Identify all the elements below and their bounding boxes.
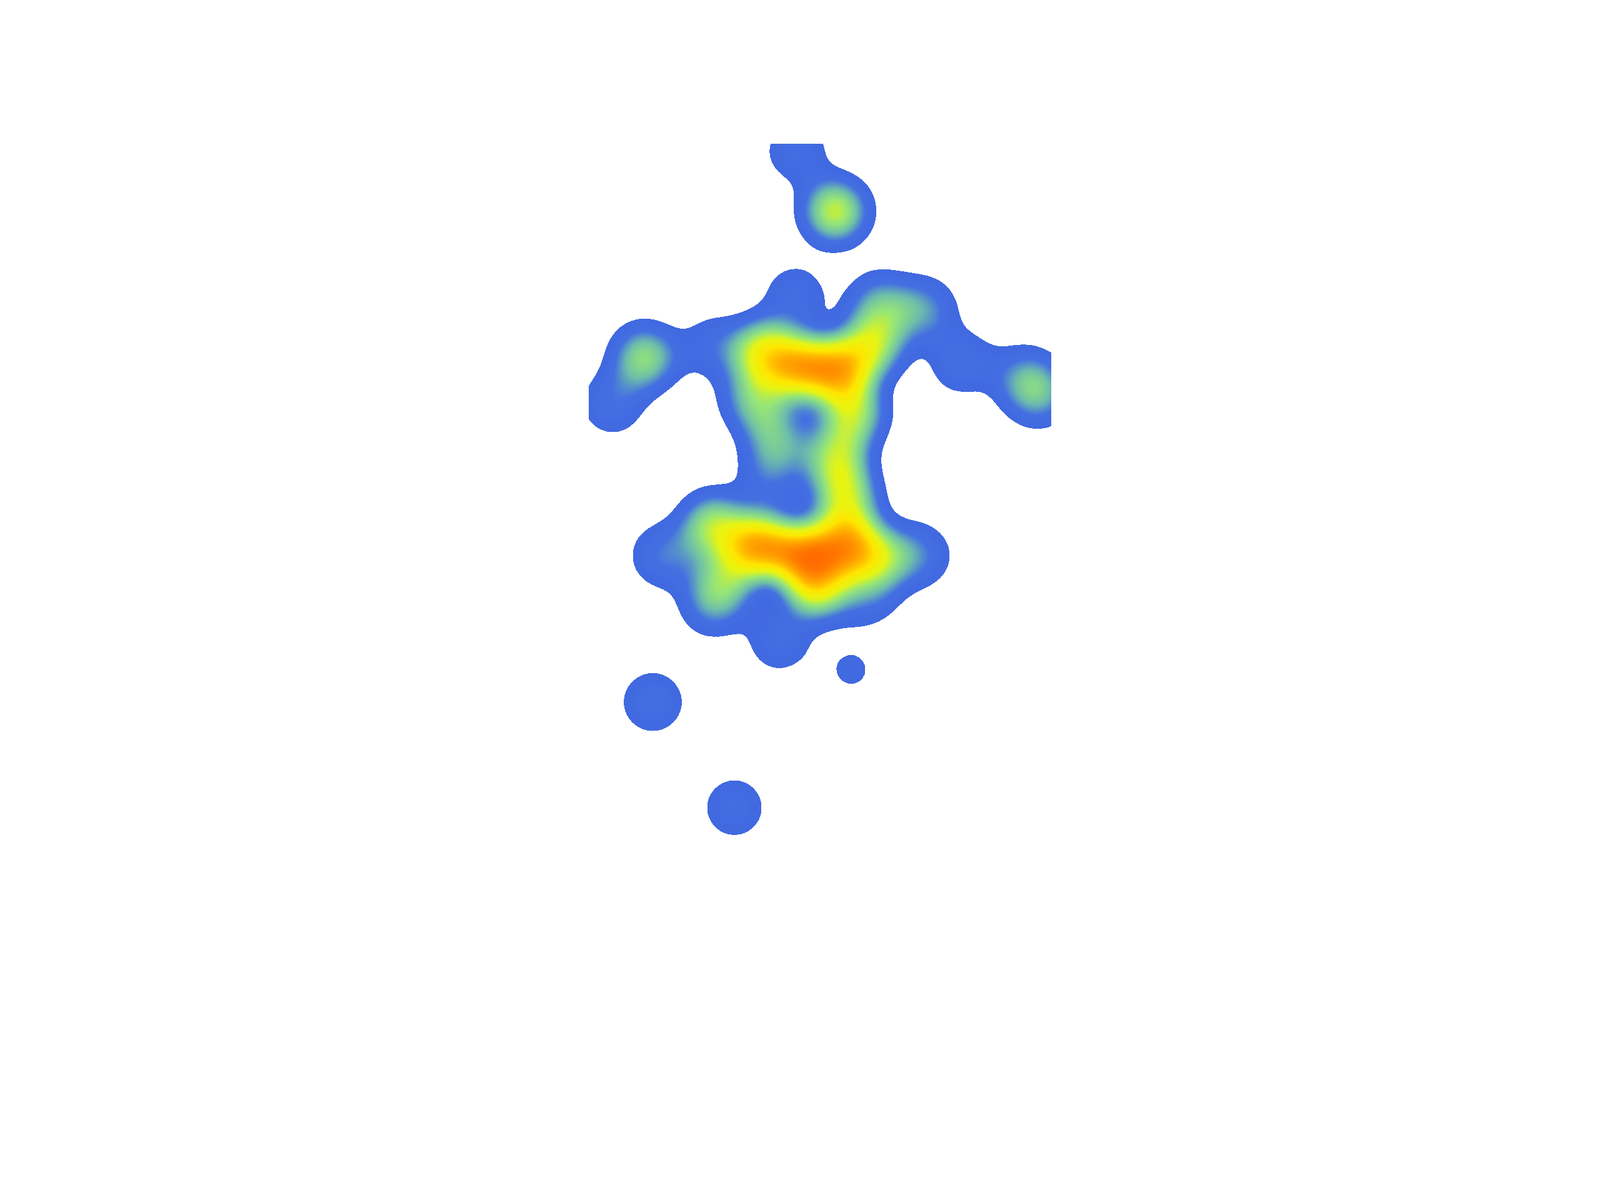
density-point xyxy=(838,563,897,621)
density-point xyxy=(933,333,991,392)
density-point xyxy=(822,640,880,699)
density-point xyxy=(889,526,947,585)
density-point xyxy=(806,182,864,240)
density-point xyxy=(894,281,952,340)
density-point xyxy=(750,611,809,670)
density-point xyxy=(787,558,845,616)
density-layer xyxy=(588,143,1052,837)
density-point xyxy=(588,374,642,432)
density-point xyxy=(623,673,682,731)
chart xyxy=(0,0,1600,1200)
density-point xyxy=(766,267,824,325)
density-point xyxy=(685,318,743,376)
plot-area xyxy=(588,143,1052,837)
density-point xyxy=(635,526,693,585)
density-point xyxy=(740,451,799,509)
density-point xyxy=(768,143,826,180)
density-point xyxy=(697,547,755,605)
density-point xyxy=(991,346,1050,405)
density-point xyxy=(705,778,764,837)
